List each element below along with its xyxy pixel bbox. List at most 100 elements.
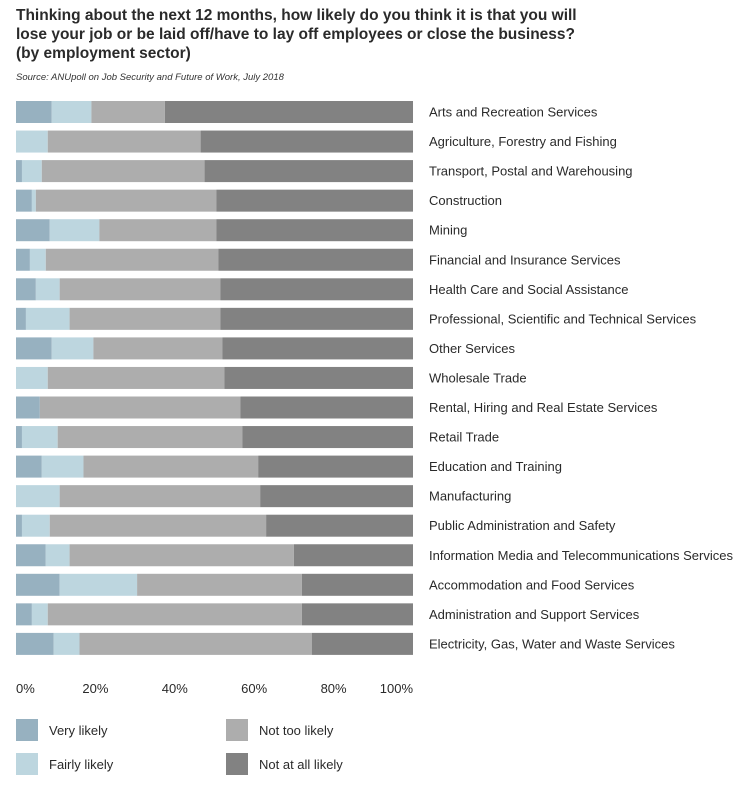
bar-segment-mining-fairly-likely bbox=[49, 219, 100, 242]
bar-segment-construction-fairly-likely bbox=[31, 189, 36, 212]
chart-title: Thinking about the next 12 months, how l… bbox=[16, 6, 736, 63]
bar-segment-information-media-and-telecommunications-services-fairly-likely bbox=[45, 544, 70, 567]
bar-segment-accommodation-and-food-services-very-likely bbox=[16, 573, 60, 596]
category-label-health-care-and-social-assistance: Health Care and Social Assistance bbox=[429, 282, 628, 297]
bar-segment-agriculture-forestry-and-fishing-fairly-likely bbox=[16, 130, 48, 153]
category-label-professional-scientific-and-technical-services: Professional, Scientific and Technical S… bbox=[429, 311, 697, 326]
legend-swatch-not-at-all-likely bbox=[226, 753, 248, 775]
bar-segment-transport-postal-and-warehousing-fairly-likely bbox=[21, 160, 42, 183]
bar-segment-rental-hiring-and-real-estate-services-not-too-likely bbox=[39, 396, 241, 419]
chart-title-line-2: lose your job or be laid off/have to lay… bbox=[16, 26, 575, 43]
bar-segment-electricity-gas-water-and-waste-services-not-too-likely bbox=[79, 632, 312, 655]
legend-label-not-too-likely: Not too likely bbox=[259, 722, 334, 738]
bar-segment-public-administration-and-safety-very-likely bbox=[16, 514, 22, 537]
bar-segment-arts-and-recreation-services-not-at-all-likely bbox=[164, 101, 414, 123]
stacked-bar-chart: Arts and Recreation Services Agriculture,… bbox=[16, 101, 733, 696]
bar-segment-transport-postal-and-warehousing-very-likely bbox=[16, 160, 22, 183]
bar-segment-other-services-not-too-likely bbox=[93, 337, 223, 360]
bar-segment-education-and-training-fairly-likely bbox=[41, 455, 84, 478]
bar-segment-administration-and-support-services-very-likely bbox=[16, 603, 32, 626]
legend-label-very-likely: Very likely bbox=[49, 722, 108, 738]
chart-legend: Very likely Fairly likely Not too likely… bbox=[16, 718, 456, 788]
category-label-retail-trade: Retail Trade bbox=[429, 430, 499, 445]
bars-layer bbox=[16, 101, 414, 655]
bar-segment-arts-and-recreation-services-fairly-likely bbox=[51, 101, 92, 123]
bar-segment-financial-and-insurance-services-not-at-all-likely bbox=[218, 248, 413, 271]
bar-segment-manufacturing-not-too-likely bbox=[59, 485, 261, 508]
bar-segment-construction-not-too-likely bbox=[35, 189, 217, 212]
bar-segment-construction-very-likely bbox=[16, 189, 32, 212]
bar-segment-education-and-training-very-likely bbox=[16, 455, 42, 478]
bar-segment-retail-trade-very-likely bbox=[16, 426, 22, 449]
bar-segment-professional-scientific-and-technical-services-fairly-likely bbox=[25, 307, 70, 330]
legend-item-not-too-likely: Not too likely bbox=[226, 719, 333, 741]
bar-segment-manufacturing-not-at-all-likely bbox=[260, 485, 413, 508]
bar-segment-wholesale-trade-fairly-likely bbox=[16, 366, 48, 389]
category-label-other-services: Other Services bbox=[429, 341, 515, 356]
bar-segment-information-media-and-telecommunications-services-very-likely bbox=[16, 544, 46, 567]
bar-segment-agriculture-forestry-and-fishing-not-at-all-likely bbox=[200, 130, 414, 153]
bar-segment-transport-postal-and-warehousing-not-too-likely bbox=[41, 160, 205, 183]
legend-item-fairly-likely: Fairly likely bbox=[16, 753, 113, 775]
legend-swatch-very-likely bbox=[16, 719, 38, 741]
x-tick-label-0-pct: 0% bbox=[16, 681, 35, 696]
bar-segment-financial-and-insurance-services-not-too-likely bbox=[45, 248, 219, 271]
bar-segment-arts-and-recreation-services-not-too-likely bbox=[91, 101, 165, 123]
bar-segment-information-media-and-telecommunications-services-not-too-likely bbox=[69, 544, 294, 567]
category-label-public-administration-and-safety: Public Administration and Safety bbox=[429, 518, 616, 533]
legend-swatch-not-too-likely bbox=[226, 719, 248, 741]
bar-segment-electricity-gas-water-and-waste-services-fairly-likely bbox=[53, 632, 80, 655]
legend-label-fairly-likely: Fairly likely bbox=[49, 756, 114, 772]
legend-label-not-at-all-likely: Not at all likely bbox=[259, 756, 343, 772]
bar-segment-retail-trade-not-too-likely bbox=[57, 426, 243, 449]
bar-segment-health-care-and-social-assistance-fairly-likely bbox=[35, 278, 60, 301]
bar-segment-manufacturing-fairly-likely bbox=[16, 485, 60, 508]
bar-segment-health-care-and-social-assistance-not-too-likely bbox=[59, 278, 221, 301]
category-labels: Arts and Recreation Services Agriculture,… bbox=[429, 105, 733, 652]
bar-segment-public-administration-and-safety-not-at-all-likely bbox=[266, 514, 413, 537]
bar-segment-professional-scientific-and-technical-services-not-too-likely bbox=[69, 307, 221, 330]
bar-segment-professional-scientific-and-technical-services-not-at-all-likely bbox=[220, 307, 413, 330]
bar-segment-rental-hiring-and-real-estate-services-very-likely bbox=[16, 396, 40, 419]
category-label-information-media-and-telecommunications-services: Information Media and Telecommunications… bbox=[429, 548, 733, 563]
bar-segment-administration-and-support-services-not-at-all-likely bbox=[301, 603, 413, 626]
bar-segment-accommodation-and-food-services-not-too-likely bbox=[137, 573, 302, 596]
bar-segment-other-services-fairly-likely bbox=[51, 337, 94, 360]
bar-segment-retail-trade-not-at-all-likely bbox=[242, 426, 413, 449]
bar-segment-electricity-gas-water-and-waste-services-very-likely bbox=[16, 632, 54, 655]
bar-segment-wholesale-trade-not-at-all-likely bbox=[224, 366, 413, 389]
legend-item-not-at-all-likely: Not at all likely bbox=[226, 753, 343, 775]
chart-title-line-1: Thinking about the next 12 months, how l… bbox=[16, 7, 577, 24]
x-tick-label-80-pct: 80% bbox=[321, 681, 347, 696]
category-label-mining: Mining bbox=[429, 223, 467, 238]
bar-segment-public-administration-and-safety-not-too-likely bbox=[49, 514, 267, 537]
bar-segment-electricity-gas-water-and-waste-services-not-at-all-likely bbox=[311, 632, 413, 655]
x-tick-label-100-pct: 100% bbox=[380, 681, 414, 696]
bar-segment-health-care-and-social-assistance-not-at-all-likely bbox=[220, 278, 413, 301]
bar-segment-retail-trade-fairly-likely bbox=[21, 426, 58, 449]
bar-segment-other-services-not-at-all-likely bbox=[222, 337, 413, 360]
bar-segment-arts-and-recreation-services-very-likely bbox=[16, 101, 52, 123]
bar-segment-education-and-training-not-too-likely bbox=[83, 455, 259, 478]
bar-segment-agriculture-forestry-and-fishing-not-too-likely bbox=[47, 130, 201, 153]
category-label-agriculture-forestry-and-fishing: Agriculture, Forestry and Fishing bbox=[429, 134, 617, 149]
bar-segment-professional-scientific-and-technical-services-very-likely bbox=[16, 307, 26, 330]
x-axis-ticks: 0% 20% 40% 60% 80% 100% bbox=[16, 681, 413, 696]
category-label-construction: Construction bbox=[429, 193, 502, 208]
category-label-administration-and-support-services: Administration and Support Services bbox=[429, 607, 640, 622]
category-label-rental-hiring-and-real-estate-services: Rental, Hiring and Real Estate Services bbox=[429, 400, 658, 415]
x-tick-label-20-pct: 20% bbox=[82, 681, 108, 696]
chart-title-line-3: (by employment sector) bbox=[16, 45, 191, 62]
bar-segment-mining-not-at-all-likely bbox=[216, 219, 413, 242]
category-label-arts-and-recreation-services: Arts and Recreation Services bbox=[429, 105, 598, 120]
bar-segment-wholesale-trade-not-too-likely bbox=[47, 366, 225, 389]
bar-segment-administration-and-support-services-fairly-likely bbox=[31, 603, 48, 626]
category-label-financial-and-insurance-services: Financial and Insurance Services bbox=[429, 252, 621, 267]
bar-segment-construction-not-at-all-likely bbox=[216, 189, 413, 212]
category-label-education-and-training: Education and Training bbox=[429, 459, 562, 474]
bar-segment-transport-postal-and-warehousing-not-at-all-likely bbox=[204, 160, 413, 183]
bar-segment-public-administration-and-safety-fairly-likely bbox=[21, 514, 50, 537]
bar-segment-administration-and-support-services-not-too-likely bbox=[47, 603, 302, 626]
x-tick-label-40-pct: 40% bbox=[162, 681, 188, 696]
category-label-electricity-gas-water-and-waste-services: Electricity, Gas, Water and Waste Servic… bbox=[429, 636, 675, 651]
